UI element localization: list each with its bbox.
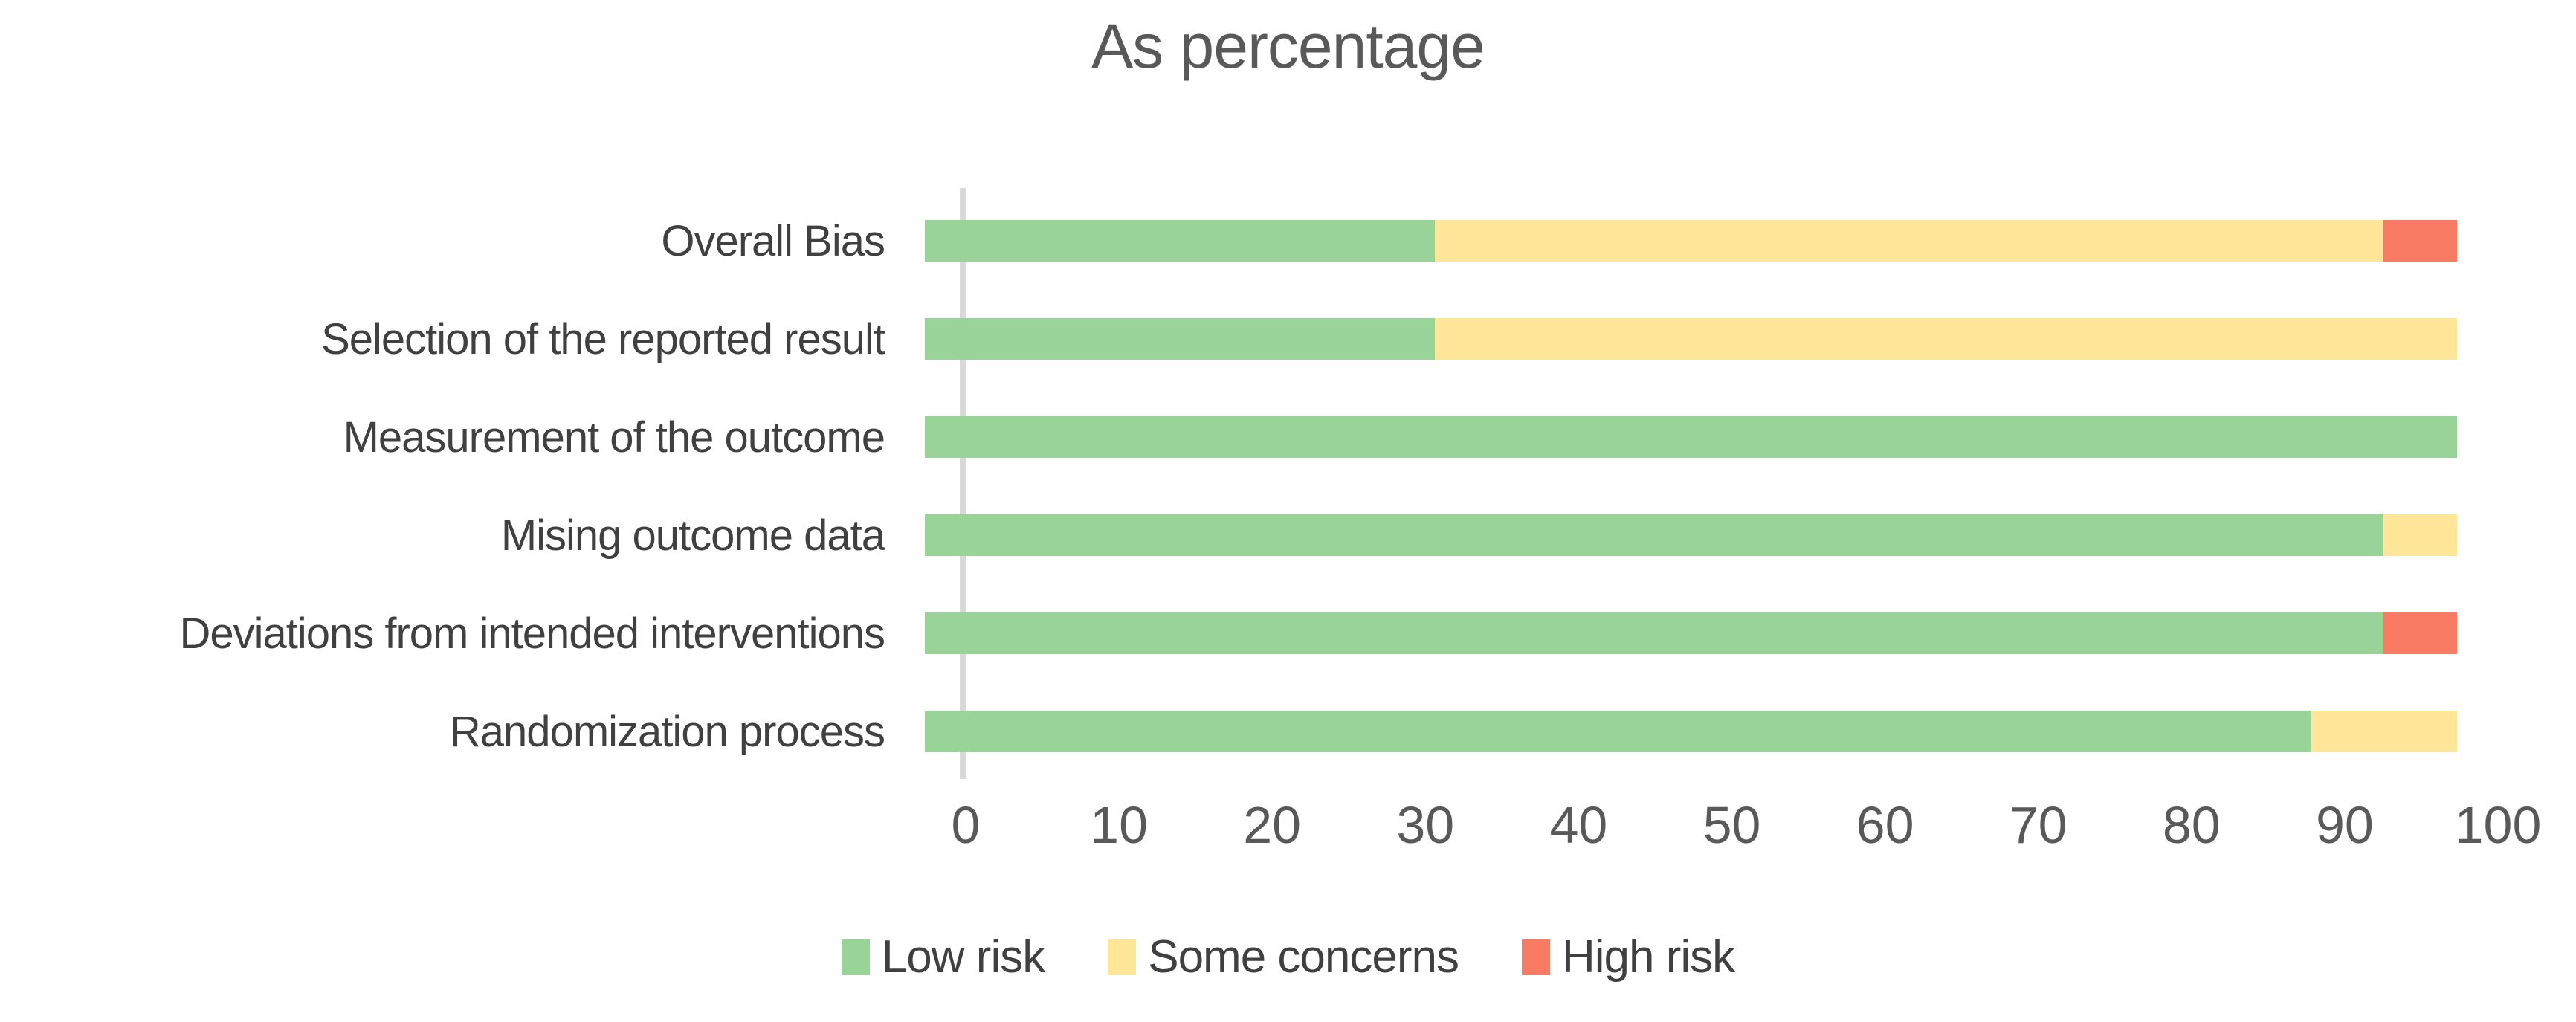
stacked-bar bbox=[925, 220, 2457, 262]
chart-row: Deviations from intended interventions bbox=[0, 609, 2498, 658]
x-tick-label: 0 bbox=[951, 796, 981, 854]
bar-segment-low-risk bbox=[925, 612, 2384, 654]
x-tick-label: 90 bbox=[2315, 796, 2374, 854]
legend-label-some-concerns: Some concerns bbox=[1148, 931, 1459, 983]
x-tick-label: 60 bbox=[1856, 796, 1914, 854]
legend-swatch-some-concerns bbox=[1108, 939, 1137, 975]
category-label: Mising outcome data bbox=[500, 511, 885, 560]
bar-segment-some-concerns bbox=[1435, 220, 2384, 262]
stacked-bar bbox=[925, 318, 2457, 360]
legend-label-low-risk: Low risk bbox=[881, 931, 1045, 983]
bar-segment-low-risk bbox=[925, 318, 1436, 360]
legend-swatch-low-risk bbox=[841, 939, 870, 975]
x-tick-label: 40 bbox=[1549, 796, 1608, 854]
stacked-bar bbox=[925, 416, 2457, 458]
category-label: Selection of the reported result bbox=[321, 314, 885, 363]
stacked-bar bbox=[925, 612, 2457, 654]
bar-segment-some-concerns bbox=[1435, 318, 2457, 360]
category-label: Deviations from intended interventions bbox=[179, 609, 885, 658]
x-axis-ticks: 0 10 20 30 40 50 60 70 80 90 100 bbox=[952, 796, 2542, 858]
x-tick-label: 30 bbox=[1396, 796, 1455, 854]
y-axis-line bbox=[960, 188, 966, 779]
bar-segment-some-concerns bbox=[2383, 514, 2457, 556]
chart-row: Measurement of the outcome bbox=[0, 413, 2498, 462]
x-tick-label: 100 bbox=[2454, 796, 2542, 854]
bars-area: Overall Bias Selection of the reported re… bbox=[0, 217, 2498, 809]
category-label: Overall Bias bbox=[661, 216, 885, 265]
bar-segment-low-risk bbox=[925, 416, 2457, 458]
legend-swatch-high-risk bbox=[1521, 939, 1550, 975]
stacked-bar bbox=[925, 514, 2457, 556]
category-label: Randomization process bbox=[449, 707, 885, 756]
bar-segment-high-risk bbox=[2383, 220, 2457, 262]
chart-row: Selection of the reported result bbox=[0, 315, 2498, 363]
legend-item-high-risk: High risk bbox=[1521, 931, 1735, 983]
stacked-bar bbox=[925, 711, 2457, 752]
x-tick-label: 50 bbox=[1702, 796, 1761, 854]
bar-segment-low-risk bbox=[925, 220, 1436, 262]
x-tick-label: 20 bbox=[1243, 796, 1302, 854]
chart-row: Overall Bias bbox=[0, 217, 2498, 265]
legend-item-some-concerns: Some concerns bbox=[1108, 931, 1459, 983]
legend: Low risk Some concerns High risk bbox=[0, 931, 2576, 983]
chart-row: Mising outcome data bbox=[0, 511, 2498, 560]
bar-segment-low-risk bbox=[925, 711, 2312, 752]
bar-segment-low-risk bbox=[925, 514, 2384, 556]
x-tick-label: 70 bbox=[2009, 796, 2067, 854]
chart-title: As percentage bbox=[1091, 11, 1485, 81]
legend-label-high-risk: High risk bbox=[1561, 931, 1735, 983]
chart-row: Randomization process bbox=[0, 708, 2498, 756]
bar-segment-some-concerns bbox=[2311, 711, 2457, 752]
x-tick-label: 10 bbox=[1090, 796, 1149, 854]
category-label: Measurement of the outcome bbox=[343, 413, 885, 462]
x-tick-label: 80 bbox=[2162, 796, 2221, 854]
bar-segment-high-risk bbox=[2383, 612, 2457, 654]
legend-item-low-risk: Low risk bbox=[841, 931, 1045, 983]
